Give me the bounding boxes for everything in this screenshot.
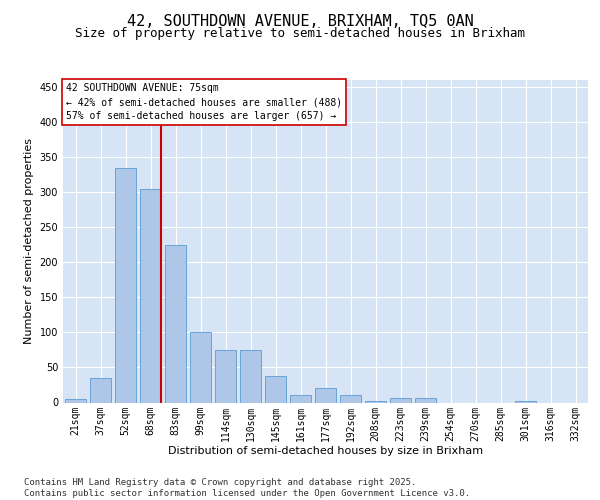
Bar (340, 395, 361, 402)
Text: 42 SOUTHDOWN AVENUE: 75sqm
← 42% of semi-detached houses are smaller (488)
57% o: 42 SOUTHDOWN AVENUE: 75sqm ← 42% of semi… (65, 83, 342, 121)
Bar (115, 168, 136, 402)
Bar (140, 188, 161, 402)
Text: Contains HM Land Registry data © Crown copyright and database right 2025.
Contai: Contains HM Land Registry data © Crown c… (24, 478, 470, 498)
Text: 42, SOUTHDOWN AVENUE, BRIXHAM, TQ5 0AN: 42, SOUTHDOWN AVENUE, BRIXHAM, TQ5 0AN (127, 14, 473, 29)
Bar (265, 376, 286, 402)
Bar (390, 398, 411, 402)
Bar (190, 332, 211, 402)
Bar (515, 401, 536, 402)
Y-axis label: Number of semi-detached properties: Number of semi-detached properties (24, 138, 34, 344)
Bar (315, 388, 336, 402)
X-axis label: Distribution of semi-detached houses by size in Brixham: Distribution of semi-detached houses by … (168, 446, 483, 456)
Bar (365, 401, 386, 402)
Bar (65, 399, 86, 402)
Bar (240, 350, 261, 403)
Text: Size of property relative to semi-detached houses in Brixham: Size of property relative to semi-detach… (75, 27, 525, 40)
Bar (290, 395, 311, 402)
Bar (90, 378, 111, 402)
Bar (415, 398, 436, 402)
Bar (165, 245, 186, 402)
Bar (215, 350, 236, 403)
